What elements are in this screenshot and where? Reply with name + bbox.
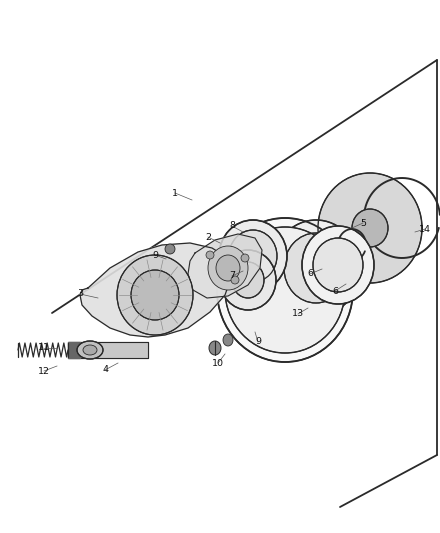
Ellipse shape <box>131 270 179 320</box>
Text: 13: 13 <box>292 310 304 319</box>
Text: 6: 6 <box>332 287 338 295</box>
Text: 14: 14 <box>419 224 431 233</box>
Text: 8: 8 <box>229 222 235 230</box>
Ellipse shape <box>216 255 240 281</box>
Text: 11: 11 <box>38 343 50 352</box>
Ellipse shape <box>208 246 248 290</box>
Text: 9: 9 <box>255 337 261 346</box>
Ellipse shape <box>220 250 276 310</box>
Ellipse shape <box>241 254 249 262</box>
Ellipse shape <box>219 220 287 292</box>
Text: 3: 3 <box>77 289 83 298</box>
Polygon shape <box>188 234 262 298</box>
Text: 10: 10 <box>212 359 224 367</box>
Ellipse shape <box>313 238 363 292</box>
Ellipse shape <box>229 230 277 282</box>
Ellipse shape <box>284 233 348 303</box>
Ellipse shape <box>83 345 97 355</box>
Ellipse shape <box>206 251 214 259</box>
Polygon shape <box>68 342 80 358</box>
Text: 1: 1 <box>172 189 178 198</box>
Ellipse shape <box>302 226 374 304</box>
Ellipse shape <box>223 334 233 346</box>
Ellipse shape <box>225 227 345 353</box>
Ellipse shape <box>318 173 422 283</box>
Ellipse shape <box>77 341 103 359</box>
Text: 9: 9 <box>152 251 158 260</box>
Ellipse shape <box>272 220 360 316</box>
Text: 6: 6 <box>307 270 313 279</box>
Text: 4: 4 <box>102 366 108 375</box>
Text: 7: 7 <box>229 271 235 280</box>
Ellipse shape <box>117 255 193 335</box>
Ellipse shape <box>209 341 221 355</box>
Ellipse shape <box>217 218 353 362</box>
Ellipse shape <box>352 209 388 247</box>
Ellipse shape <box>232 262 264 298</box>
Ellipse shape <box>231 276 239 284</box>
Text: 12: 12 <box>38 367 50 376</box>
Text: 5: 5 <box>360 219 366 228</box>
Text: 2: 2 <box>205 232 211 241</box>
Polygon shape <box>80 243 232 337</box>
Ellipse shape <box>165 244 175 254</box>
